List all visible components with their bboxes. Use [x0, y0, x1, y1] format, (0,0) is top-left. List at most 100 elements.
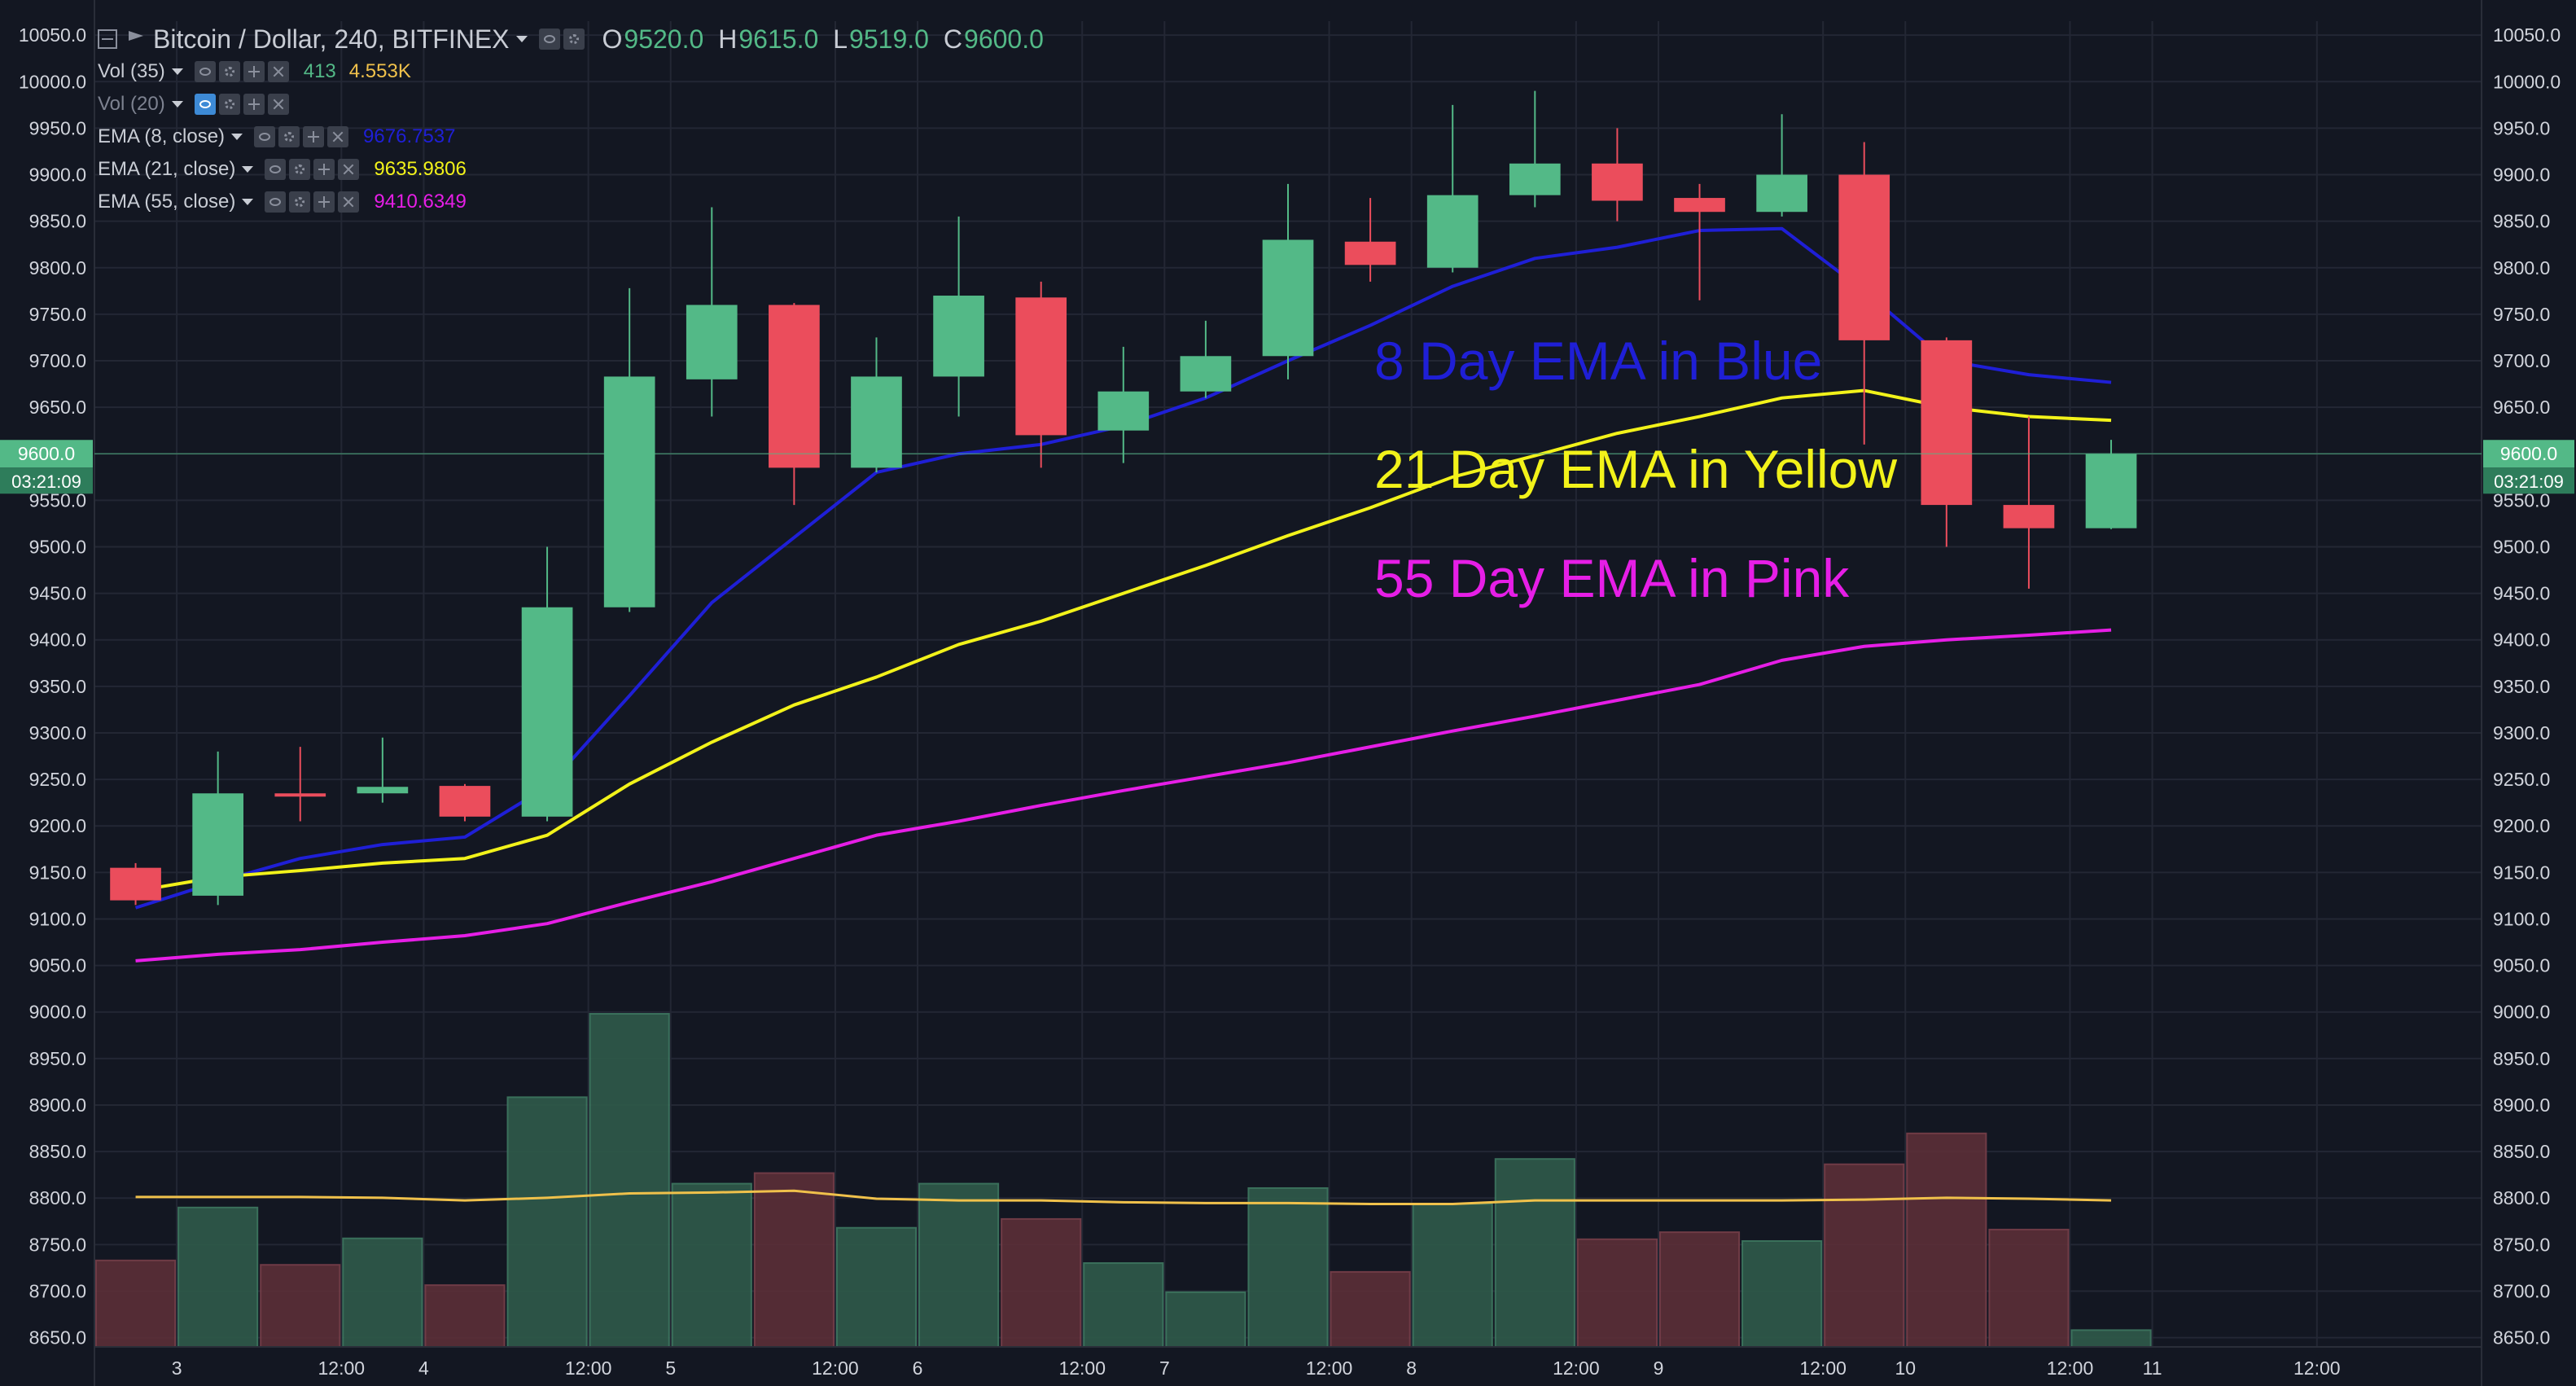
indicator-row[interactable]: Vol (35) 413 4.553K — [98, 55, 1044, 88]
ohlc-key: O — [602, 24, 623, 54]
plus-icon[interactable] — [243, 94, 265, 115]
chevron-down-icon[interactable] — [242, 166, 254, 173]
indicator-label[interactable]: Vol (20) — [98, 93, 165, 115]
volume-bar — [1247, 1186, 1329, 1348]
candle-body — [1015, 297, 1067, 436]
collapse-icon[interactable] — [98, 29, 117, 49]
eye-icon[interactable] — [194, 94, 216, 115]
y-tick-label-right: 9400.0 — [2493, 629, 2550, 651]
candle-body — [1509, 163, 1561, 195]
volume-bar — [260, 1264, 341, 1349]
plus-icon[interactable] — [243, 61, 265, 82]
eye-icon[interactable] — [265, 159, 287, 180]
gear-icon[interactable] — [278, 126, 300, 147]
gear-icon[interactable] — [218, 61, 240, 82]
ohlc-value: 9519.0 — [849, 24, 929, 54]
plus-icon[interactable] — [313, 191, 335, 213]
indicator-value-secondary: 4.553K — [348, 60, 411, 82]
chevron-down-icon[interactable] — [171, 101, 183, 107]
indicator-row[interactable]: EMA (55, close) 9410.6349 — [98, 186, 1044, 218]
countdown-text: 03:21:09 — [11, 472, 81, 492]
close-icon[interactable] — [338, 159, 360, 180]
close-icon[interactable] — [327, 126, 349, 147]
candle — [357, 737, 409, 803]
close-icon[interactable] — [338, 191, 360, 213]
chevron-down-icon[interactable] — [515, 36, 528, 42]
indicator-row[interactable]: EMA (21, close) 9635.9806 — [98, 153, 1044, 186]
gear-icon[interactable] — [289, 159, 311, 180]
y-tick-label-right: 9650.0 — [2493, 397, 2550, 418]
indicator-value: 9635.9806 — [374, 158, 467, 180]
indicator-row[interactable]: EMA (8, close) 9676.7537 — [98, 121, 1044, 153]
eye-icon[interactable] — [538, 29, 560, 50]
candle — [1097, 346, 1150, 463]
candle-body — [1097, 391, 1150, 431]
y-tick-label: 9350.0 — [29, 676, 86, 697]
candle-body — [1262, 239, 1314, 357]
y-tick-label: 9300.0 — [29, 722, 86, 743]
ohlc-value: 9600.0 — [964, 24, 1044, 54]
chevron-down-icon[interactable] — [171, 68, 183, 75]
y-tick-label-right: 9800.0 — [2493, 257, 2550, 279]
flag-icon[interactable] — [129, 31, 143, 41]
candle — [769, 303, 820, 506]
annotation-ema55: 55 Day EMA in Pink — [1374, 548, 1850, 608]
y-tick-label-right: 8850.0 — [2493, 1141, 2550, 1162]
y-tick-label: 8800.0 — [29, 1187, 86, 1208]
y-tick-label: 9250.0 — [29, 769, 86, 790]
y-tick-label: 8900.0 — [29, 1094, 86, 1116]
y-tick-label: 9950.0 — [29, 117, 86, 138]
candle-body — [110, 867, 161, 901]
candle — [2003, 416, 2055, 589]
volume-bar — [1083, 1262, 1164, 1349]
x-tick-label: 12:00 — [812, 1357, 859, 1379]
plus-icon[interactable] — [303, 126, 325, 147]
volume-ma-line — [135, 1189, 2112, 1205]
gear-icon[interactable] — [563, 29, 585, 50]
eye-icon[interactable] — [254, 126, 276, 147]
y-tick-label-right: 8900.0 — [2493, 1094, 2550, 1116]
plus-icon[interactable] — [313, 159, 335, 180]
candle — [1674, 183, 1725, 300]
close-icon[interactable] — [267, 94, 289, 115]
close-icon[interactable] — [267, 61, 289, 82]
volume-bar — [1741, 1239, 1823, 1348]
y-tick-label-right: 10000.0 — [2493, 71, 2561, 92]
chevron-down-icon[interactable] — [242, 199, 254, 205]
x-tick-label: 8 — [1406, 1357, 1417, 1379]
x-tick-label: 7 — [1159, 1357, 1170, 1379]
volume-bars — [95, 1013, 2152, 1349]
x-tick-label: 6 — [913, 1357, 923, 1379]
y-tick-label-right: 9850.0 — [2493, 211, 2550, 232]
y-tick-label-right: 9750.0 — [2493, 304, 2550, 325]
eye-icon[interactable] — [194, 61, 216, 82]
candle-body — [1426, 195, 1479, 268]
indicator-row[interactable]: Vol (20) — [98, 88, 1044, 121]
y-tick-label: 9850.0 — [29, 211, 86, 232]
candle-body — [521, 607, 573, 817]
x-tick-label: 12:00 — [2293, 1357, 2341, 1379]
gear-icon[interactable] — [289, 191, 311, 213]
chevron-down-icon[interactable] — [231, 134, 243, 140]
candle-body — [933, 296, 984, 377]
indicator-label[interactable]: EMA (21, close) — [98, 158, 236, 180]
indicator-label[interactable]: EMA (8, close) — [98, 125, 226, 147]
candle-body — [769, 305, 820, 468]
volume-bar — [589, 1013, 670, 1348]
symbol-title[interactable]: Bitcoin / Dollar, 240, BITFINEX — [153, 24, 510, 54]
gear-icon[interactable] — [218, 94, 240, 115]
y-tick-label-right: 9100.0 — [2493, 908, 2550, 929]
indicator-label[interactable]: EMA (55, close) — [98, 191, 236, 213]
candle — [1509, 90, 1561, 208]
y-tick-label-right: 9450.0 — [2493, 583, 2550, 604]
indicator-label[interactable]: Vol (35) — [98, 60, 165, 82]
candle-body — [1180, 356, 1232, 392]
eye-icon[interactable] — [265, 191, 287, 213]
indicator-list: Vol (35) 413 4.553K Vol (20) EMA (8, close) 9… — [98, 55, 1044, 218]
y-tick-label: 9450.0 — [29, 583, 86, 604]
x-tick-label: 4 — [418, 1357, 429, 1379]
candle — [603, 287, 655, 612]
candle-body — [439, 786, 491, 817]
candle-body — [851, 376, 902, 468]
